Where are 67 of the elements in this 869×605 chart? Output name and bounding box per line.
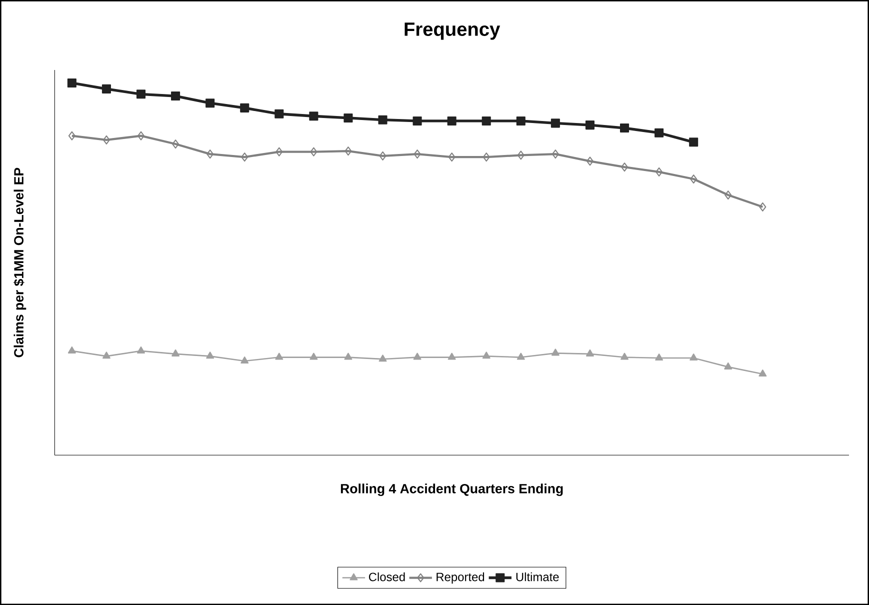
point — [656, 167, 663, 176]
point — [759, 202, 766, 212]
point — [344, 146, 352, 156]
point — [241, 152, 248, 162]
point — [206, 98, 215, 108]
point — [724, 362, 732, 370]
point — [447, 116, 456, 126]
point — [378, 354, 387, 362]
point — [552, 150, 559, 159]
point — [690, 353, 698, 360]
point — [689, 138, 698, 147]
point — [516, 116, 526, 126]
point — [68, 346, 76, 354]
point — [344, 113, 353, 122]
point — [240, 103, 250, 112]
point — [310, 147, 318, 156]
point — [551, 348, 560, 356]
point — [758, 369, 767, 376]
point — [102, 352, 110, 359]
point — [517, 150, 524, 160]
point — [206, 150, 214, 159]
point — [621, 162, 628, 172]
point — [414, 150, 421, 159]
chart-title: Frequency — [404, 22, 500, 40]
point — [379, 151, 386, 160]
point — [102, 135, 110, 144]
legend-label: Reported — [436, 572, 484, 584]
point — [310, 352, 318, 360]
point — [550, 118, 560, 128]
point — [274, 109, 284, 118]
point — [68, 131, 76, 140]
point — [585, 120, 594, 130]
point — [378, 115, 388, 124]
point — [67, 78, 76, 88]
point — [413, 352, 422, 360]
point — [240, 356, 249, 364]
point — [412, 116, 422, 126]
point — [344, 352, 352, 360]
point — [137, 346, 145, 354]
point — [620, 123, 630, 132]
point — [724, 190, 732, 200]
point — [586, 349, 594, 356]
legend-label: Closed — [368, 572, 405, 582]
y-axis-title: Claims per $1MM On-Level EP — [14, 168, 26, 358]
point — [482, 352, 490, 359]
point — [448, 152, 456, 162]
point — [102, 84, 111, 94]
point — [206, 352, 214, 359]
point — [137, 131, 145, 140]
point — [620, 352, 628, 360]
legend-label: Ultimate — [516, 572, 559, 582]
point — [275, 352, 284, 360]
point — [516, 352, 525, 360]
point — [172, 349, 180, 356]
point — [172, 139, 180, 148]
point — [482, 152, 490, 162]
point — [655, 353, 664, 360]
point — [586, 156, 594, 166]
point — [309, 112, 318, 121]
point — [171, 91, 180, 100]
point — [136, 90, 146, 99]
point — [690, 174, 698, 184]
point — [276, 147, 283, 156]
point — [482, 116, 491, 126]
point — [654, 128, 664, 138]
x-axis-title: Rolling 4 Accident Quarters Ending — [340, 484, 563, 496]
point — [448, 352, 456, 360]
